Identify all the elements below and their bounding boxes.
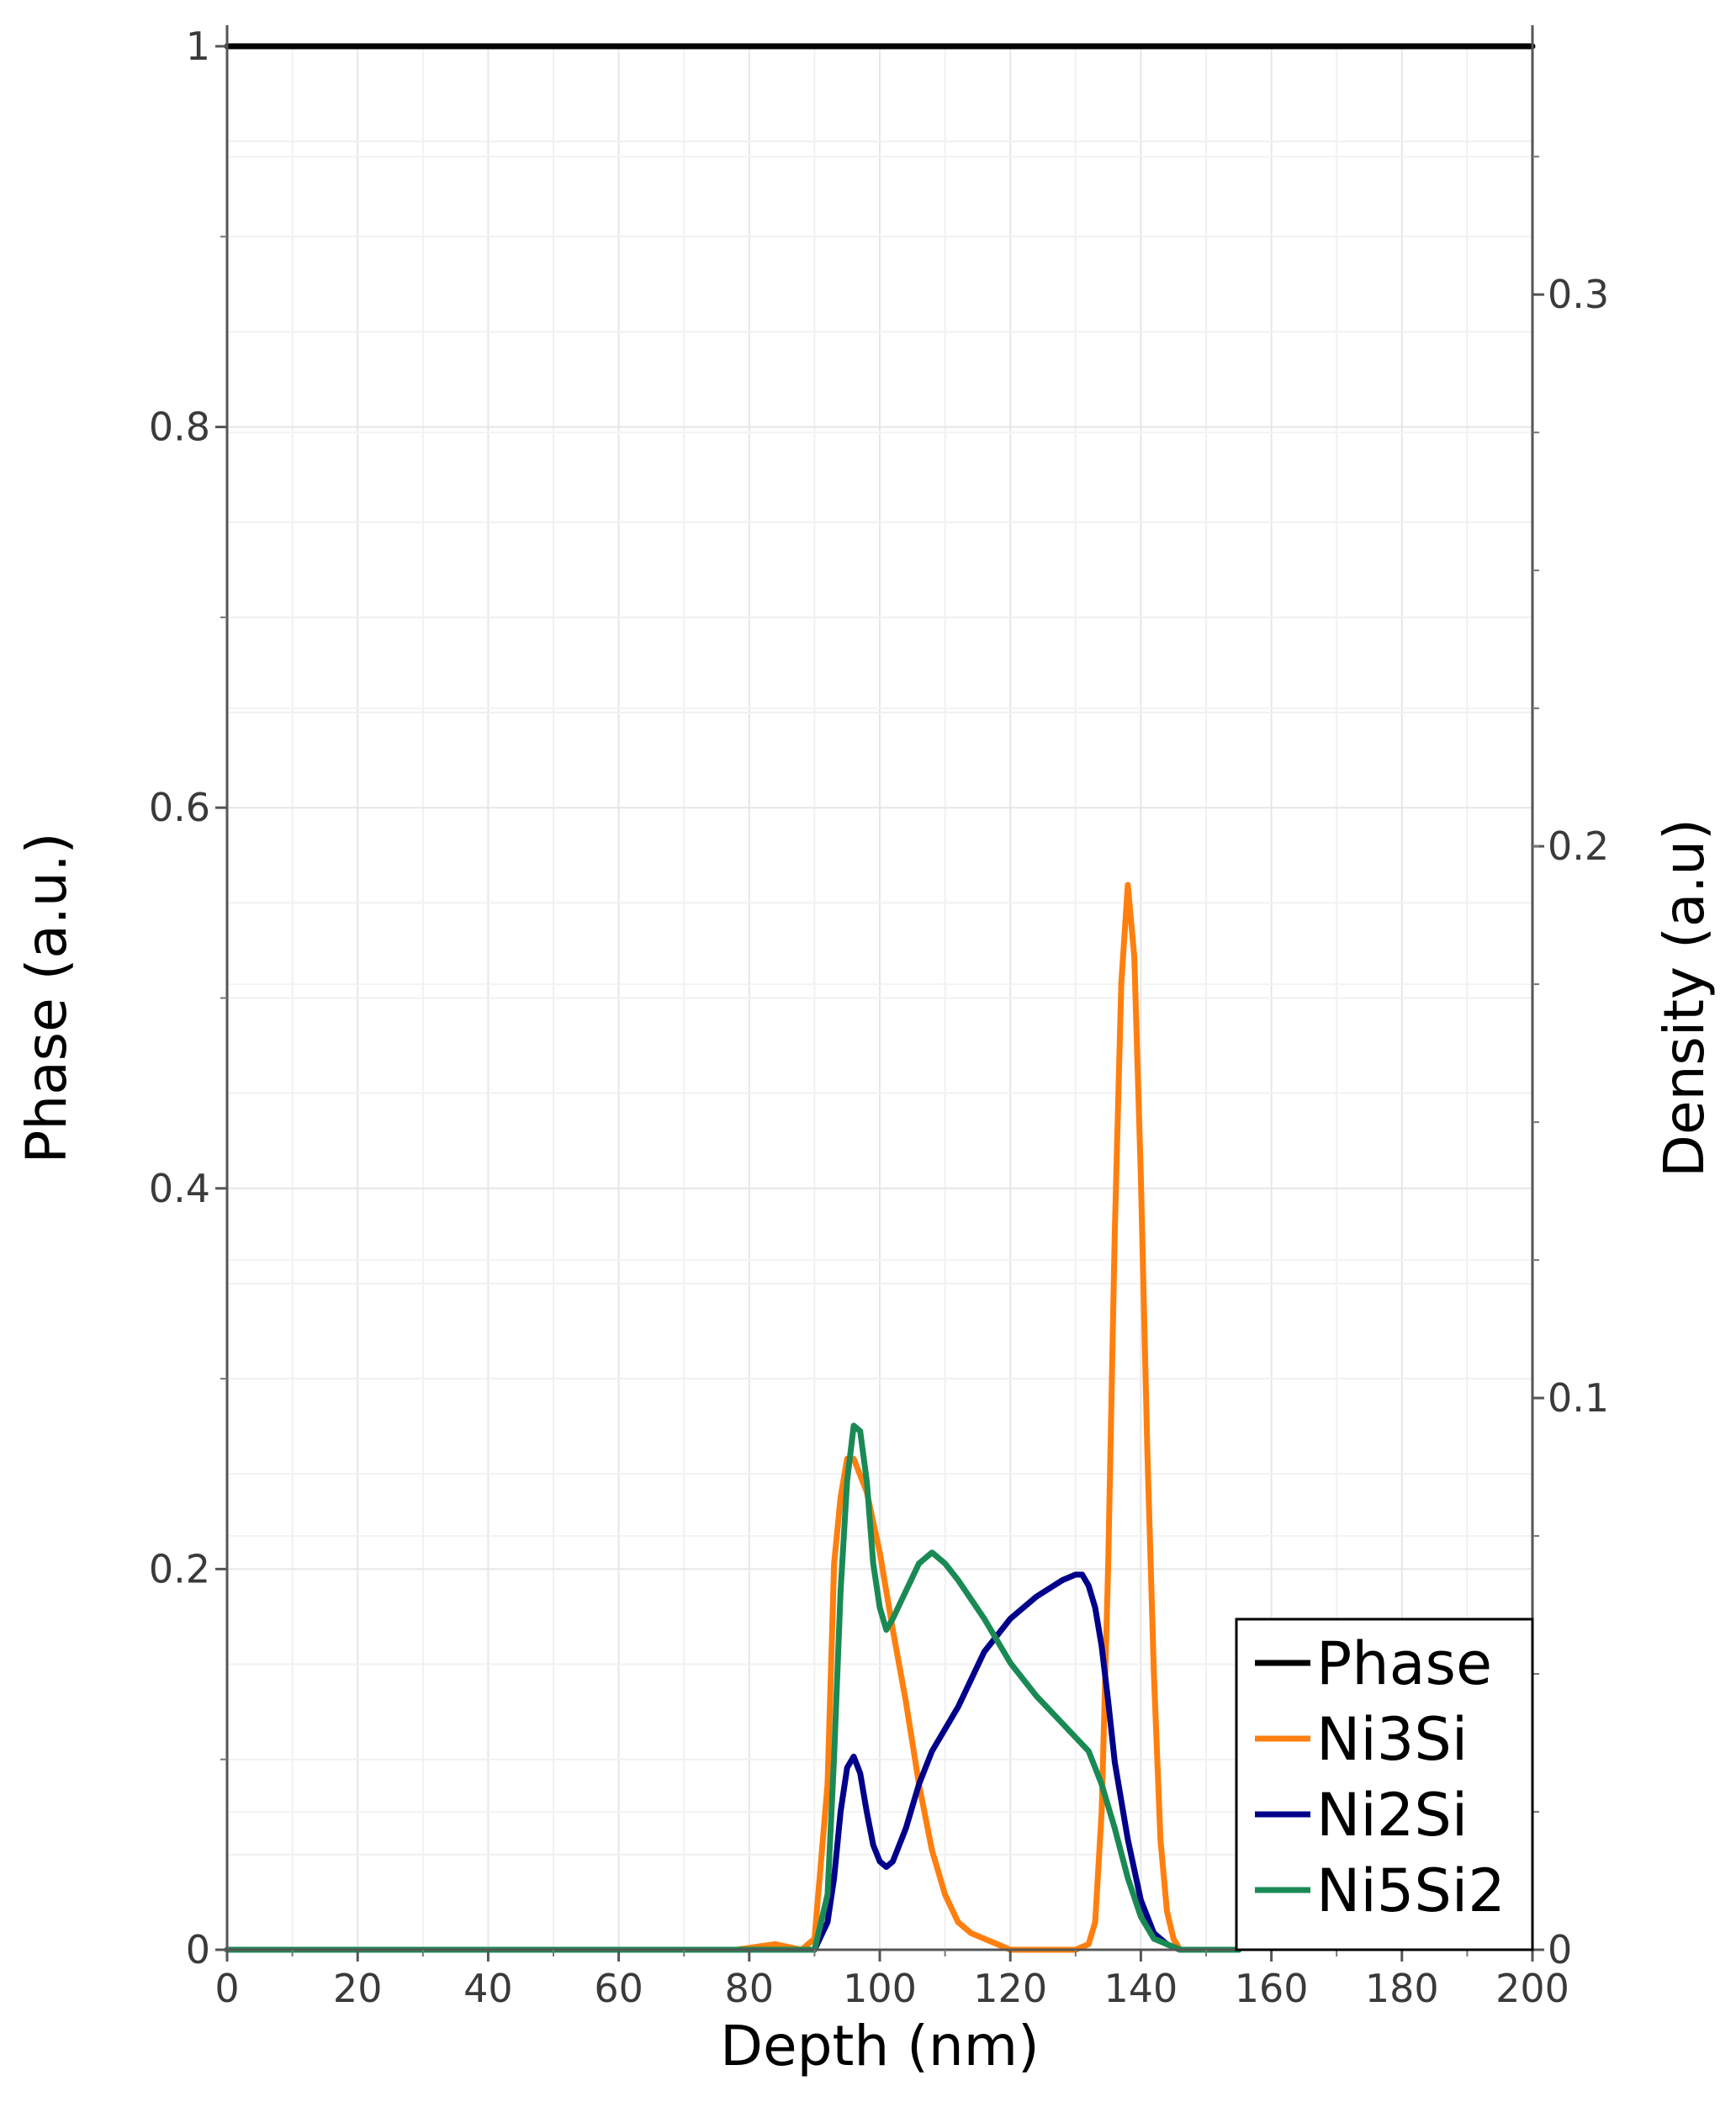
legend-label-ni5si2: Ni5Si2 [1316, 1856, 1506, 1925]
x-tick-label: 60 [594, 1966, 643, 2011]
x-tick-label: 40 [463, 1966, 513, 2011]
x-tick-label: 160 [1235, 1966, 1309, 2011]
y-right-tick-label: 0.1 [1548, 1375, 1609, 1421]
x-tick-label: 80 [725, 1966, 775, 2011]
y-left-tick-label: 0.6 [149, 785, 210, 830]
series-line-ni5si2 [224, 1422, 1242, 1953]
y-right-tick-label: 0.2 [1548, 823, 1609, 869]
y-left-tick-label: 1 [186, 24, 210, 69]
y-axis-left-title: Phase (a.u.) [14, 833, 79, 1164]
y-left-tick-label: 0.4 [149, 1166, 210, 1211]
y-axis-right-title: Density (a.u) [1652, 818, 1717, 1178]
x-tick-label: 20 [333, 1966, 383, 2011]
x-tick-label: 100 [843, 1966, 917, 2011]
x-tick-label: 200 [1495, 1966, 1569, 2011]
legend-label-phase: Phase [1316, 1629, 1492, 1698]
y-left-tick-label: 0.2 [149, 1546, 210, 1591]
x-tick-label: 180 [1365, 1966, 1439, 2011]
series-line-ni3si [224, 882, 1242, 1953]
legend-label-ni2si: Ni2Si [1316, 1781, 1468, 1850]
y-right-tick-label: 0 [1548, 1927, 1572, 1972]
y-right-tick-label: 0.3 [1548, 272, 1609, 317]
x-tick-label: 140 [1104, 1966, 1178, 2011]
x-tick-label: 120 [973, 1966, 1047, 2011]
series-line-ni2si [224, 1571, 1242, 1953]
tick-labels: 0 20 40 60 80 100 120 140 160 180 20000.20.40.60.8… [149, 24, 1609, 2011]
y-left-tick-label: 0 [186, 1927, 210, 1972]
legend-box [1235, 1618, 1534, 1951]
series-layer [224, 43, 1536, 1953]
y-left-tick-label: 0.8 [149, 405, 210, 450]
x-tick-label: 0 [214, 1966, 239, 2011]
legend-label-ni3si: Ni3Si [1316, 1705, 1468, 1774]
x-axis-title: Depth (nm) [720, 2014, 1040, 2078]
